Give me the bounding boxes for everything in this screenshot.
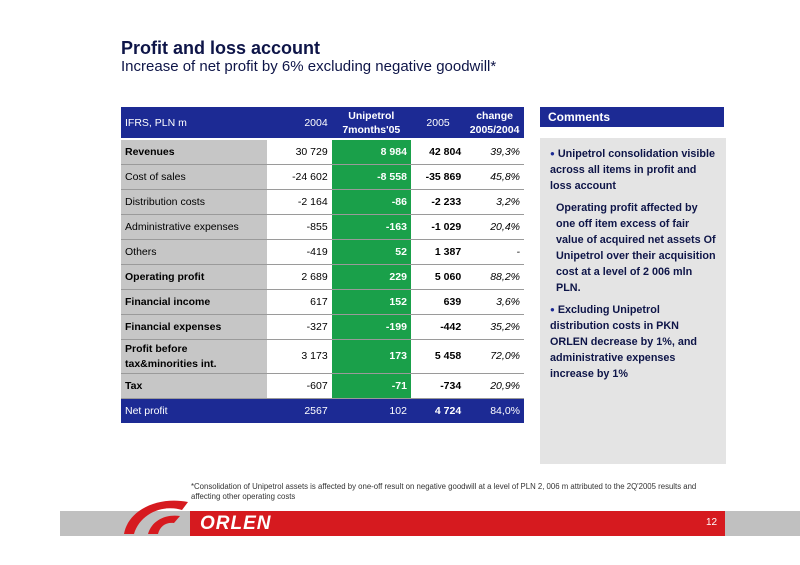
comment-item: ● Excluding Unipetrol distribution costs … xyxy=(550,304,698,381)
column-header-change: change 2005/2004 xyxy=(465,107,524,140)
column-header-unipetrol: Unipetrol 7months'05 xyxy=(331,107,411,140)
value-unipetrol: 8 984 xyxy=(331,139,411,165)
comment-item: Operating profit affected by one off ite… xyxy=(556,202,716,295)
value-2004: 30 729 xyxy=(266,139,332,165)
comments-panel: ● Unipetrol consolidation visible across … xyxy=(540,138,726,464)
value-2005: 5 458 xyxy=(410,339,466,374)
row-label: Tax xyxy=(121,373,267,399)
value-2005: 639 xyxy=(410,289,466,315)
page-subtitle: Increase of net profit by 6% excluding n… xyxy=(121,58,497,75)
value-2004: 2 689 xyxy=(266,264,332,290)
row-label: Financial income xyxy=(121,289,267,315)
page-title: Profit and loss account xyxy=(121,38,321,58)
page-number: 12 xyxy=(706,517,718,528)
value-2005: -734 xyxy=(410,373,466,399)
value-change: 35,2% xyxy=(465,314,524,340)
row-label: Distribution costs xyxy=(121,189,267,215)
value-change: - xyxy=(465,239,524,265)
row-label: Financial expenses xyxy=(121,314,267,340)
table-row: Tax -607 -71 -734 20,9% xyxy=(121,373,524,399)
value-2004: 2567 xyxy=(266,398,332,423)
orlen-eagle-logo-icon xyxy=(124,500,188,534)
value-unipetrol: -8 558 xyxy=(331,164,411,190)
table-row: Distribution costs -2 164 -86 -2 233 3,2… xyxy=(121,189,524,215)
value-2005: 42 804 xyxy=(410,139,466,165)
value-2004: -327 xyxy=(266,314,332,340)
value-2004: -607 xyxy=(266,373,332,399)
row-label: Profit before tax&minorities int. xyxy=(121,339,267,374)
value-2005: 5 060 xyxy=(410,264,466,290)
orlen-logo-text: ORLEN xyxy=(200,513,272,534)
value-2005: -1 029 xyxy=(410,214,466,240)
table-header-row: IFRS, PLN m 2004 Unipetrol 7months'05 200… xyxy=(121,107,524,140)
value-unipetrol: -71 xyxy=(331,373,411,399)
value-unipetrol: -163 xyxy=(331,214,411,240)
row-label: Operating profit xyxy=(121,264,267,290)
table-row-net-profit: Net profit 2567 102 4 724 84,0% xyxy=(121,398,524,423)
table-row: Financial income 617 152 639 3,6% xyxy=(121,289,524,315)
table-row: Operating profit 2 689 229 5 060 88,2% xyxy=(121,264,524,290)
value-unipetrol: 229 xyxy=(331,264,411,290)
column-header-2004: 2004 xyxy=(266,107,332,140)
table-row: Financial expenses -327 -199 -442 35,2% xyxy=(121,314,524,340)
value-2004: 617 xyxy=(266,289,332,315)
value-unipetrol: -86 xyxy=(331,189,411,215)
bullet-icon: ● xyxy=(550,149,555,159)
bullet-icon: ● xyxy=(550,305,555,315)
value-2005: 1 387 xyxy=(410,239,466,265)
value-change: 88,2% xyxy=(465,264,524,290)
value-2005: 4 724 xyxy=(410,398,466,423)
value-unipetrol: 173 xyxy=(331,339,411,374)
value-change: 3,6% xyxy=(465,289,524,315)
value-2005: -442 xyxy=(410,314,466,340)
table-row: Administrative expenses -855 -163 -1 029… xyxy=(121,214,524,240)
table-row: Profit before tax&minorities int. 3 173 1… xyxy=(121,339,524,374)
value-unipetrol: -199 xyxy=(331,314,411,340)
value-change: 20,9% xyxy=(465,373,524,399)
value-2004: -419 xyxy=(266,239,332,265)
value-2004: -24 602 xyxy=(266,164,332,190)
row-label: Revenues xyxy=(121,139,267,165)
comments-heading: Comments xyxy=(540,107,724,127)
table-row: Others -419 52 1 387 - xyxy=(121,239,524,265)
value-change: 39,3% xyxy=(465,139,524,165)
table-row: Revenues 30 729 8 984 42 804 39,3% xyxy=(121,139,524,165)
value-change: 3,2% xyxy=(465,189,524,215)
row-label: Net profit xyxy=(121,398,267,423)
value-change: 45,8% xyxy=(465,164,524,190)
value-2004: -2 164 xyxy=(266,189,332,215)
profit-loss-table: IFRS, PLN m 2004 Unipetrol 7months'05 200… xyxy=(121,107,524,423)
row-label: Administrative expenses xyxy=(121,214,267,240)
value-unipetrol: 152 xyxy=(331,289,411,315)
value-2004: 3 173 xyxy=(266,339,332,374)
value-change: 84,0% xyxy=(465,398,524,423)
column-header-label: IFRS, PLN m xyxy=(121,107,267,140)
value-unipetrol: 102 xyxy=(331,398,411,423)
footnote: *Consolidation of Unipetrol assets is af… xyxy=(191,482,697,501)
value-change: 20,4% xyxy=(465,214,524,240)
comment-item: ● Unipetrol consolidation visible across … xyxy=(550,148,716,193)
row-label: Others xyxy=(121,239,267,265)
value-2005: -2 233 xyxy=(410,189,466,215)
column-header-2005: 2005 xyxy=(410,107,466,140)
value-2004: -855 xyxy=(266,214,332,240)
row-label: Cost of sales xyxy=(121,164,267,190)
value-unipetrol: 52 xyxy=(331,239,411,265)
table-row: Cost of sales -24 602 -8 558 -35 869 45,… xyxy=(121,164,524,190)
value-change: 72,0% xyxy=(465,339,524,374)
value-2005: -35 869 xyxy=(410,164,466,190)
footer-red-band xyxy=(190,511,725,536)
